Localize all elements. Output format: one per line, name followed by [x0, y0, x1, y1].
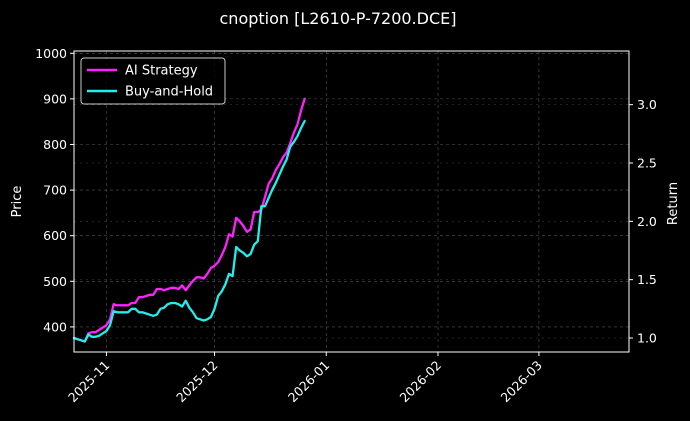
y-axis-right: 1.0 1.5 2.0 2.5 3.0: [629, 97, 657, 346]
legend-label-ai-strategy: AI Strategy: [125, 64, 198, 79]
y-tick-label-left-4: 800: [43, 137, 67, 152]
y-tick-label-left-0: 400: [43, 319, 67, 334]
plot-area-frame: [73, 50, 630, 353]
series-line-1: [72, 119, 306, 343]
y-tick-label-left-2: 600: [43, 228, 67, 243]
y-axis-left: 400 500 600 700 800 900 1000: [35, 46, 74, 334]
y-tick-label-right-4: 3.0: [637, 97, 657, 112]
y-axis-label-left: Price: [10, 186, 25, 218]
y-tick-label-left-1: 500: [43, 274, 67, 289]
x-tick-label-1: 2025-12: [173, 358, 221, 406]
series-line-0: [72, 97, 306, 343]
legend-label-buy-and-hold: Buy-and-Hold: [125, 85, 213, 100]
y-tick-label-right-2: 2.0: [637, 214, 657, 229]
x-tick-label-0: 2025-11: [65, 358, 113, 406]
y-tick-label-right-0: 1.0: [637, 331, 657, 346]
x-axis: 2025-11 2025-12 2026-01 2026-02 2026-03: [65, 352, 545, 405]
x-tick-label-2: 2026-01: [285, 358, 333, 406]
x-tick-label-3: 2026-02: [397, 358, 445, 406]
grid-lines: [74, 51, 629, 352]
y-tick-label-right-1: 1.5: [637, 272, 657, 287]
y-tick-label-left-6: 1000: [35, 46, 67, 61]
chart-title: cnoption [L2610-P-7200.DCE]: [220, 9, 457, 28]
x-tick-label-4: 2026-03: [497, 358, 545, 406]
y-tick-label-left-5: 900: [43, 91, 67, 106]
y-tick-label-right-3: 2.5: [637, 156, 657, 171]
legend: AI Strategy Buy-and-Hold: [80, 57, 226, 105]
series-lines: [72, 97, 306, 343]
y-tick-label-left-3: 700: [43, 183, 67, 198]
y-axis-label-right: Return: [666, 182, 681, 225]
